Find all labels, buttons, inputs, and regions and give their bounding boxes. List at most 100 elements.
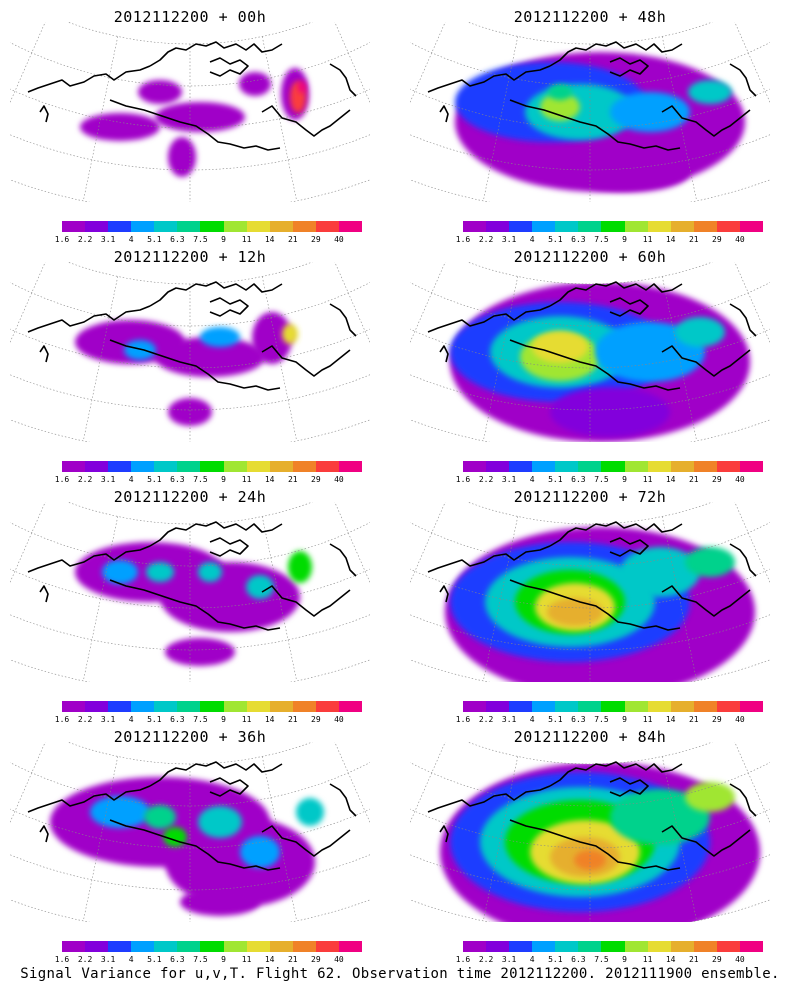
forecast-panel: 2012112200 + 84h 1.6 2.2 3.1 4 5.1 6.3 7.5 9 11 14… (400, 720, 780, 964)
colorbar-label: 14 (665, 475, 676, 484)
colorbar-label: 14 (264, 955, 275, 964)
colorbar-swatch (338, 701, 363, 712)
colorbar-label: 3.1 (100, 715, 116, 724)
colorbar-label: 29 (712, 475, 722, 484)
colorbar-label: 2.2 (478, 235, 494, 244)
colorbar-label: 3.1 (501, 475, 517, 484)
colorbar-swatch (85, 461, 109, 472)
colorbar-label: 29 (311, 955, 321, 964)
colorbar-swatch (154, 941, 178, 952)
variance-map (10, 262, 370, 442)
panel-title: 2012112200 + 24h (113, 488, 267, 506)
variance-field-contour (80, 113, 160, 141)
colorbar-swatch (578, 701, 602, 712)
colorbar-label: 6.3 (571, 955, 586, 964)
colorbar-label: 2.2 (478, 475, 494, 484)
colorbar-label: 14 (665, 235, 676, 244)
colorbar-label: 21 (287, 715, 298, 724)
colorbar-label: 3.1 (100, 475, 116, 484)
colorbar-swatch (62, 461, 86, 472)
colorbar-swatch (269, 221, 293, 232)
variance-field-contour (102, 560, 138, 584)
colorbar-label: 1.6 (54, 715, 70, 724)
colorbar-swatch (108, 701, 132, 712)
colorbar-swatch (670, 221, 694, 232)
colorbar-label: 3.1 (100, 955, 116, 964)
variance-field-contour (155, 102, 245, 132)
colorbar-label: 21 (688, 235, 699, 244)
colorbar-label: 4 (128, 715, 134, 724)
colorbar-label: 1.6 (54, 475, 70, 484)
colorbar-swatch (716, 701, 740, 712)
colorbar-label: 40 (334, 715, 344, 724)
colorbar-swatch (693, 461, 717, 472)
colorbar-label: 7.5 (193, 715, 208, 724)
colorbar-label: 7.5 (594, 475, 609, 484)
coastlines (27, 41, 357, 151)
colorbar-swatch (85, 701, 109, 712)
variance-field-contour (90, 796, 150, 828)
colorbar-label: 6.3 (571, 235, 586, 244)
variance-field-contour (675, 317, 725, 347)
colorbar-swatch (693, 941, 717, 952)
colorbar-label: 29 (712, 715, 722, 724)
colorbar-label: 11 (642, 955, 653, 964)
colorbar-label: 5.1 (548, 715, 563, 724)
variance-field-contour (252, 312, 292, 364)
colorbar-label: 11 (241, 475, 252, 484)
colorbar-label: 29 (311, 235, 321, 244)
colorbar-label: 40 (334, 235, 344, 244)
variance-field-contour (200, 327, 240, 347)
variance-field-contour (165, 638, 235, 666)
colorbar-label: 3.1 (100, 235, 116, 244)
forecast-panel: 2012112200 + 24h 1.6 2.2 3.1 4 5.1 6.3 7.5 9 11 14… (0, 480, 380, 724)
colorbar-swatch (269, 701, 293, 712)
colorbar-swatch (670, 461, 694, 472)
colorbar-labels: 1.6 2.2 3.1 4 5.1 6.3 7.5 9 11 14 21 29 40 (456, 475, 773, 485)
colorbar-label: 5.1 (548, 235, 563, 244)
colorbar-swatch (532, 461, 556, 472)
colorbar-label: 40 (735, 715, 745, 724)
colorbar-swatch (509, 221, 533, 232)
colorbar-swatch (601, 941, 625, 952)
colorbar-label: 9 (622, 955, 627, 964)
colorbar-label: 2.2 (77, 235, 93, 244)
colorbar-swatch (578, 221, 602, 232)
panel-title: 2012112200 + 84h (513, 728, 667, 746)
colorbar-swatch (292, 221, 316, 232)
panel-title: 2012112200 + 12h (113, 248, 267, 266)
colorbar-swatch (315, 461, 339, 472)
variance-field-contour (282, 324, 298, 344)
colorbar-swatch (338, 221, 363, 232)
colorbar-label: 6.3 (170, 475, 185, 484)
colorbar-labels: 1.6 2.2 3.1 4 5.1 6.3 7.5 9 11 14 21 29 40 (456, 955, 773, 965)
colorbar-label: 2.2 (478, 715, 494, 724)
variance-field-contour (180, 888, 260, 916)
variance-field-contour (240, 836, 280, 868)
colorbar-swatch (555, 461, 579, 472)
colorbar-swatch (200, 461, 224, 472)
forecast-panel: 2012112200 + 36h 1.6 2.2 3.1 4 5.1 6.3 7.5 9 11 14… (0, 720, 380, 964)
colorbar-label: 11 (642, 715, 653, 724)
variance-field-contour (532, 331, 588, 363)
colorbar-swatch (223, 461, 247, 472)
colorbar-label: 11 (241, 715, 252, 724)
forecast-panel: 2012112200 + 72h 1.6 2.2 3.1 4 5.1 6.3 7.5 9 11 14… (400, 480, 780, 724)
colorbar-swatch (486, 221, 510, 232)
colorbar-label: 9 (622, 715, 627, 724)
variance-field-contour (198, 562, 222, 582)
colorbar-label: 7.5 (594, 715, 609, 724)
coastlines (427, 761, 757, 871)
colorbar-label: 9 (221, 475, 226, 484)
colorbar-swatch (154, 221, 178, 232)
variance-map (10, 22, 370, 202)
colorbar-label: 5.1 (548, 475, 563, 484)
colorbar-label: 40 (735, 235, 745, 244)
colorbar-label: 11 (241, 235, 252, 244)
colorbar-label: 4 (529, 955, 535, 964)
colorbar-label: 21 (287, 955, 298, 964)
coastlines (427, 281, 757, 391)
colorbar-label: 14 (665, 715, 676, 724)
colorbar-label: 11 (642, 475, 653, 484)
variance-field-contour (570, 152, 690, 192)
